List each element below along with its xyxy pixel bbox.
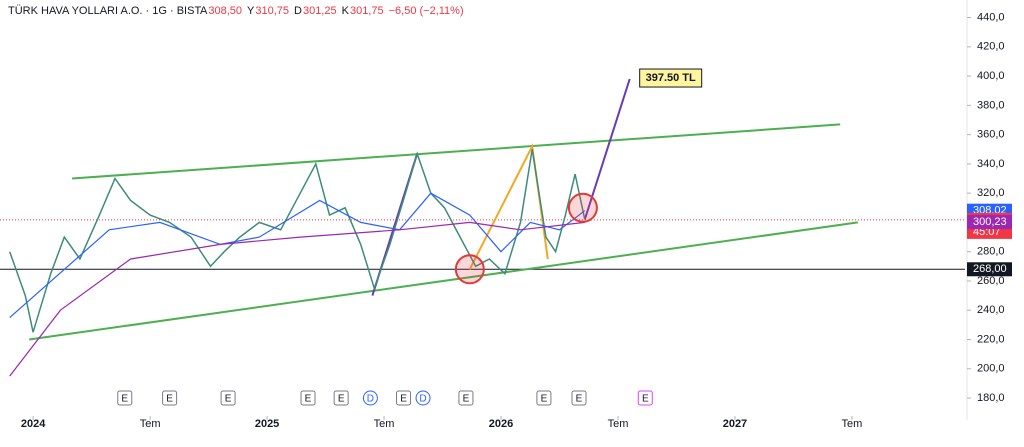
event-icon <box>300 390 316 406</box>
event-label: E <box>400 394 407 405</box>
y-tick-label: 180,0 <box>977 392 1005 404</box>
ohlc-value: 308,50 <box>208 5 242 17</box>
ohlc-value: 301,75 <box>350 5 384 17</box>
price-label: 300,23 <box>973 216 1007 228</box>
series-line <box>9 192 586 319</box>
y-tick-label: 420,0 <box>977 41 1005 53</box>
event-label: E <box>576 394 583 405</box>
trend-line <box>468 143 549 270</box>
y-tick-label: 380,0 <box>977 99 1005 111</box>
target-label: 397.50 TL <box>646 72 696 84</box>
price-label-box <box>967 262 1012 277</box>
trend-line <box>72 123 841 180</box>
ohlc-key: D <box>294 5 302 17</box>
event-label: E <box>463 394 470 405</box>
event-icon <box>333 390 349 406</box>
event-icon <box>220 390 236 406</box>
x-tick-label: Tem <box>374 418 395 430</box>
change: −6,50 (−2,11%) <box>389 5 464 17</box>
series-line <box>8 149 586 333</box>
x-tick-label: 2026 <box>489 418 513 430</box>
highlight-circle <box>567 192 598 223</box>
ohlc-key: K <box>342 5 350 17</box>
target-box <box>639 68 703 88</box>
event-label: E <box>642 394 649 405</box>
event-label: E <box>541 394 548 405</box>
series-line <box>9 221 585 377</box>
ohlc-value: 301,25 <box>303 5 337 17</box>
y-tick-label: 360,0 <box>977 129 1005 141</box>
event-icon <box>536 390 552 406</box>
y-tick-label: 400,0 <box>977 70 1005 82</box>
event-icon <box>637 390 653 406</box>
event-label: E <box>225 394 232 405</box>
y-tick-label: 280,0 <box>977 246 1005 258</box>
event-label: E <box>166 394 173 405</box>
highlight-circle <box>454 254 485 285</box>
x-tick-label: Tem <box>140 418 161 430</box>
event-label: D <box>419 394 426 405</box>
chart-title: TÜRK HAVA YOLLARI A.O. · 1G · BIST <box>8 5 201 17</box>
y-tick-label: 340,0 <box>977 158 1005 170</box>
x-tick-label: 2027 <box>723 418 747 430</box>
price-label-box <box>967 215 1012 230</box>
event-label: E <box>121 394 128 405</box>
event-label: D <box>367 394 374 405</box>
event-icon <box>162 390 178 406</box>
x-tick-label: Tem <box>608 418 629 430</box>
y-tick-label: 440,0 <box>977 11 1005 23</box>
event-icon <box>396 390 412 406</box>
y-tick-label: 200,0 <box>977 363 1005 375</box>
ohlc-value: 310,75 <box>255 5 289 17</box>
ohlc-key: Y <box>247 5 255 17</box>
event-icon <box>415 390 431 406</box>
trend-line <box>29 221 858 341</box>
x-tick-label: 2024 <box>21 418 46 430</box>
event-icon <box>571 390 587 406</box>
event-label: E <box>305 394 312 405</box>
price-label: 268,00 <box>973 263 1007 275</box>
y-tick-label: 320,0 <box>977 187 1005 199</box>
ohlc-key: A <box>200 5 208 17</box>
event-icon <box>458 390 474 406</box>
event-icon <box>117 390 133 406</box>
x-tick-label: Tem <box>842 418 863 430</box>
trend-line <box>583 78 631 220</box>
y-tick-label: 260,0 <box>977 275 1005 287</box>
y-tick-label: 220,0 <box>977 333 1005 345</box>
x-tick-label: 2025 <box>255 418 279 430</box>
event-icon <box>362 390 378 406</box>
event-label: E <box>338 394 345 405</box>
y-tick-label: 240,0 <box>977 304 1005 316</box>
